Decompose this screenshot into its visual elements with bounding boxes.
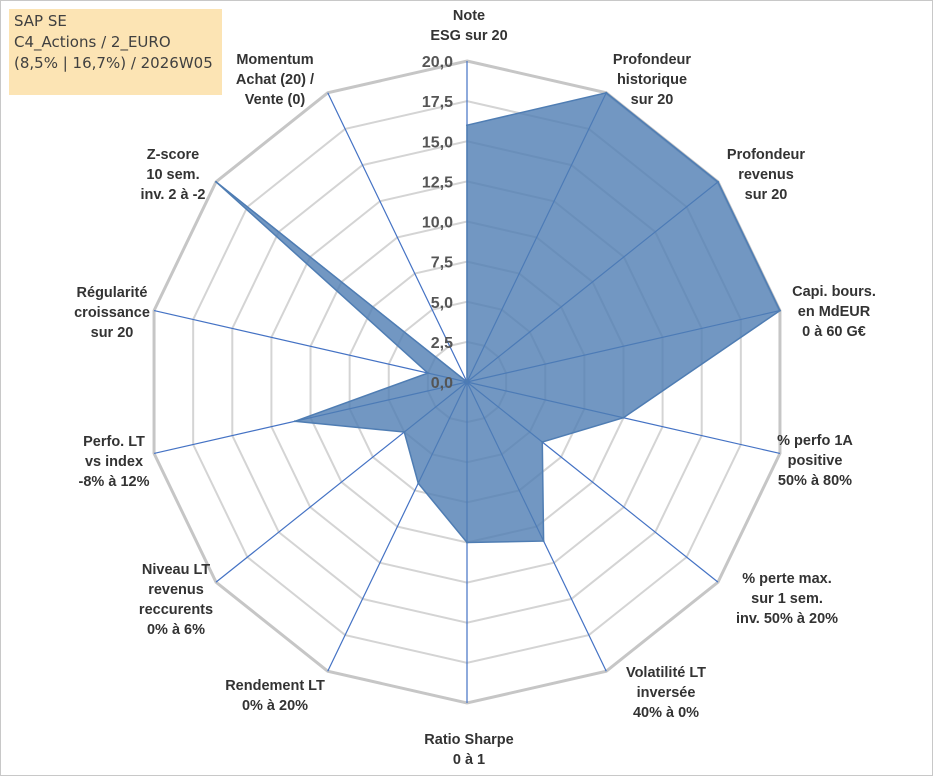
axis-label: Perfo. LT vs index -8% à 12% [79,434,150,490]
series-point [542,540,545,543]
axis-label-line: 40% à 0% [633,705,699,721]
axis-label: Z-score 10 sem. inv. 2 à -2 [140,147,205,203]
series-point [778,309,781,312]
axis-label-line: historique [617,72,687,88]
axis-label-line: reccurents [139,602,213,618]
info-box: SAP SE C4_Actions / 2_EURO (8,5% | 16,7%… [9,9,222,95]
axis-label-line: 0% à 6% [147,622,205,638]
tick-label: 5,0 [431,295,453,312]
axis-label-line: Niveau LT [142,562,210,578]
series-point [426,372,429,375]
series-point [466,381,468,383]
axis-label-line: Profondeur [613,52,691,68]
axis-label-line: inv. 50% à 20% [736,611,838,627]
tick-label: 15,0 [422,134,453,151]
series-point [417,482,420,485]
tick-label: 7,5 [431,255,453,272]
axis-label: Note ESG sur 20 [430,8,507,44]
radar-series [215,91,781,544]
series-point [215,180,218,183]
axis-label-line: sur 1 sem. [751,591,823,607]
axis-label: Niveau LT revenus reccurents 0% à 6% [139,562,213,638]
axis-label: % perte max. sur 1 sem. inv. 50% à 20% [736,571,838,627]
series-point [622,416,625,419]
info-category: C4_Actions / 2_EURO [14,33,171,51]
series-point [716,180,719,183]
axis-label: Volatilité LT inversée 40% à 0% [626,665,706,721]
axis-label-line: positive [788,453,843,469]
axis-label-line: 0 à 60 G€ [802,324,866,340]
axis-label-line: Momentum [236,52,313,68]
axis-label: Profondeur historique sur 20 [613,52,691,108]
axis-label-line: sur 20 [91,325,134,341]
axis-label-line: Achat (20) / [236,72,314,88]
axis-label-line: Capi. bours. [792,284,876,300]
axis-label: % perfo 1A positive 50% à 80% [777,433,853,489]
axis-label-line: Ratio Sharpe [424,732,513,748]
radial-tick-labels: 0,0 2,5 5,0 7,5 10,0 12,5 15,0 17,5 20,0 [422,54,453,392]
series-point [293,420,296,423]
axis-label: Momentum Achat (20) / Vente (0) [236,52,314,108]
axis-label: Capi. bours. en MdEUR 0 à 60 G€ [792,284,876,340]
axis-label-line: Régularité [77,285,148,301]
axis-label-line: 10 sem. [146,167,199,183]
axis-label-line: % perte max. [742,571,831,587]
axis-label-line: Note [453,8,485,24]
axis-label-line: revenus [148,582,204,598]
tick-label: 10,0 [422,215,453,232]
axis-label-line: Vente (0) [245,92,306,108]
axis-label: Profondeur revenus sur 20 [727,147,805,203]
axis-label-line: % perfo 1A [777,433,853,449]
axis-label-line: Z-score [147,147,199,163]
axis-label-line: en MdEUR [798,304,871,320]
axis-label-line: Perfo. LT [83,434,145,450]
axis-label-line: 0% à 20% [242,698,308,714]
axis-label-line: revenus [738,167,794,183]
series-point [403,431,406,434]
series-area [215,91,781,544]
tick-label: 17,5 [422,94,453,111]
axis-label-line: inv. 2 à -2 [140,187,205,203]
series-point [605,91,608,94]
axis-label-line: 50% à 80% [778,473,852,489]
axis-label-line: ESG sur 20 [430,28,507,44]
tick-label: 0,0 [431,375,453,392]
axis-label-line: Profondeur [727,147,805,163]
axis-spoke [327,92,468,383]
axis-label-line: -8% à 12% [79,474,150,490]
tick-label: 20,0 [422,54,453,71]
info-company-name: SAP SE [14,12,67,30]
axis-label: Ratio Sharpe 0 à 1 [424,732,513,768]
axis-label-line: sur 20 [745,187,788,203]
axis-label-line: sur 20 [631,92,674,108]
axis-label-line: Volatilité LT [626,665,706,681]
axis-label-line: croissance [74,305,150,321]
tick-label: 12,5 [422,174,453,191]
axis-label-line: inversée [637,685,696,701]
axis-labels: Note ESG sur 20 Profondeur historique sur 20… [74,8,876,768]
axis-label: Régularité croissance sur 20 [74,285,150,341]
axis-label-line: Rendement LT [225,678,325,694]
tick-label: 2,5 [431,335,453,352]
series-point [541,441,544,444]
axis-spoke [153,309,468,383]
axis-label-line: vs index [85,454,143,470]
series-point [466,124,468,127]
info-params: (8,5% | 16,7%) / 2026W05 [14,54,213,72]
series-point [466,541,468,544]
axis-label-line: 0 à 1 [453,752,485,768]
axis-label: Rendement LT 0% à 20% [225,678,325,714]
